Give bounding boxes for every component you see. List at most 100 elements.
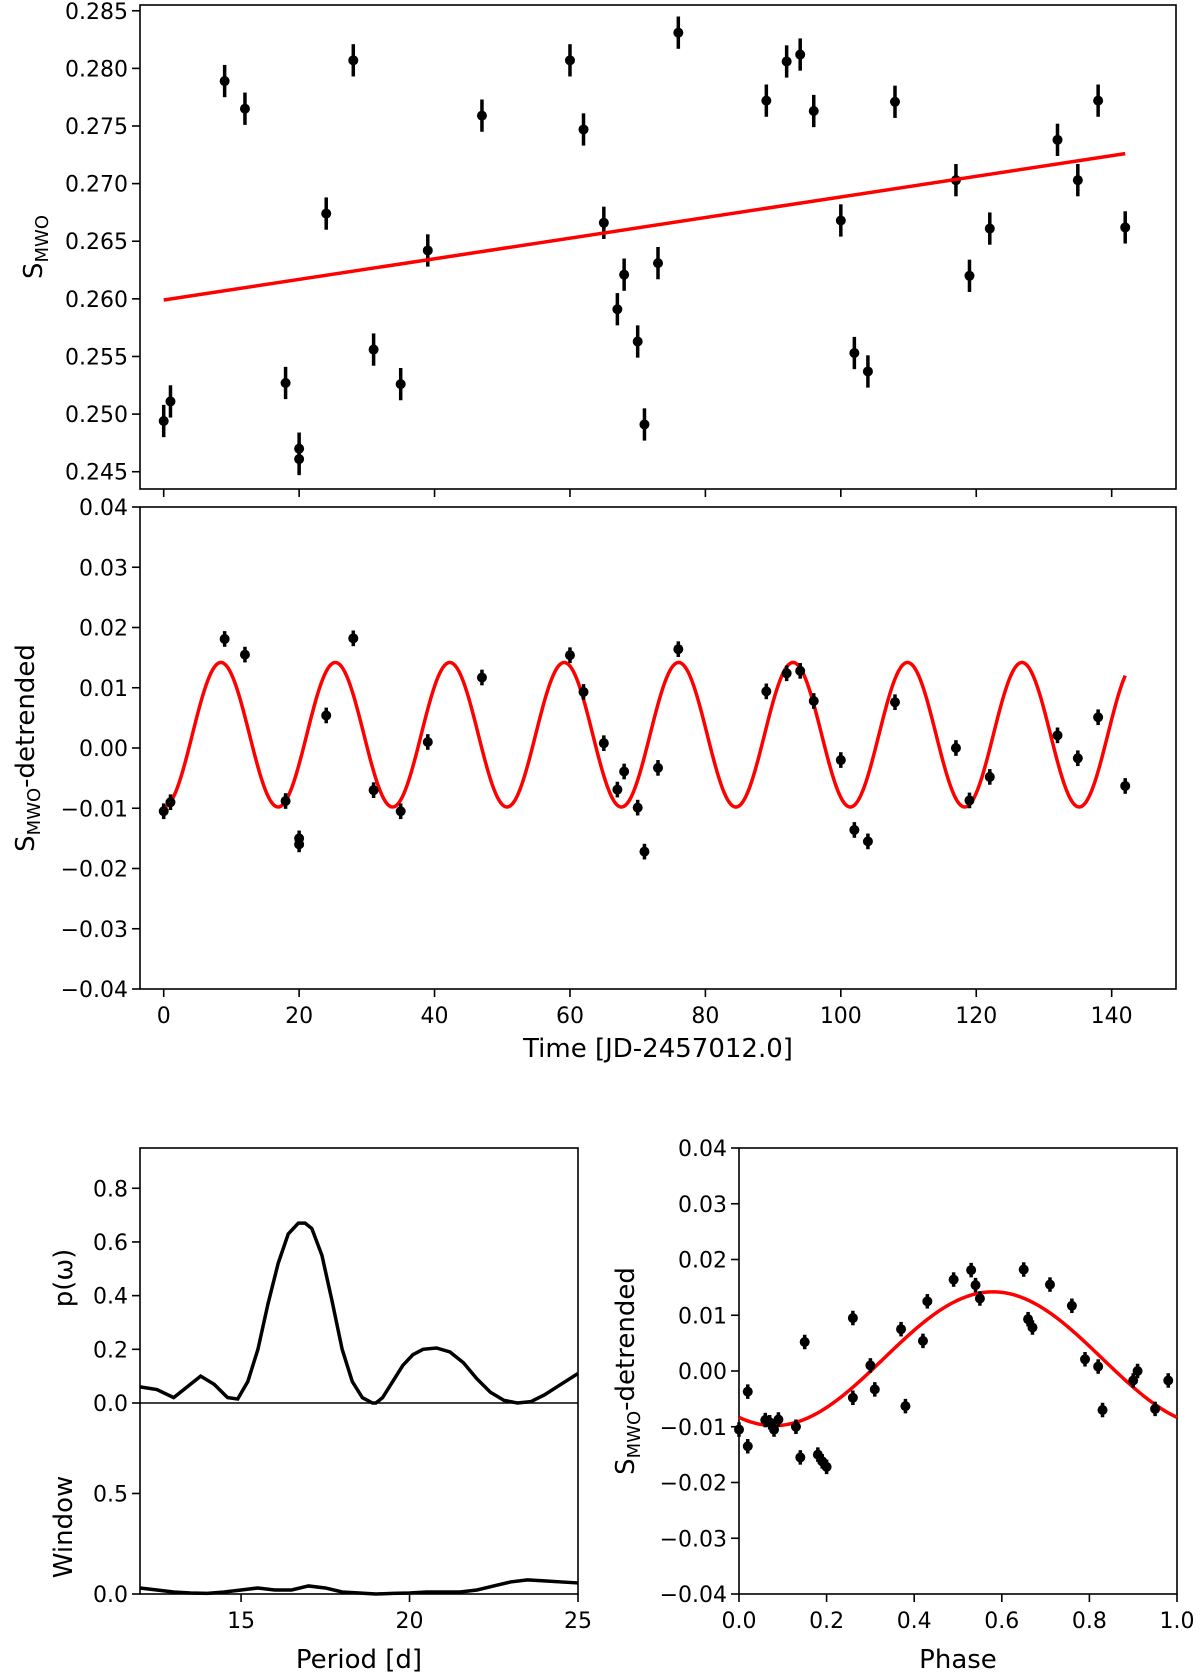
top-data-point — [612, 304, 623, 315]
phase-data-point — [1027, 1322, 1038, 1333]
top-data-point — [578, 124, 589, 135]
middle-data-point — [598, 738, 609, 749]
periodogram-ytick-label: 0.6 — [93, 1231, 128, 1256]
middle-xtick-label: 80 — [691, 1004, 719, 1029]
phase-ytick-label: −0.04 — [660, 1583, 727, 1608]
middle-ytick-label: 0.04 — [79, 496, 128, 521]
top-data-point — [653, 258, 663, 269]
middle-data-point — [639, 846, 650, 857]
top-ytick-label: 0.250 — [65, 403, 128, 428]
window-panel: 0.0 0.5 15 20 25 Window Period [d] — [49, 1476, 592, 1675]
phase-data-point — [742, 1386, 753, 1397]
phase-xtick-label: 0.0 — [722, 1609, 757, 1634]
phase-data-point — [1097, 1405, 1108, 1416]
phase-y-label: SMWO-detrended — [611, 1267, 645, 1475]
window-x-axis: 15 20 25 — [227, 1594, 592, 1634]
middle-data-point — [321, 710, 332, 721]
phase-y-axis: −0.04 −0.03 −0.02 −0.01 0.00 0.01 0.02 0.03 0.04 — [660, 1137, 739, 1608]
periodogram-plot-frame — [139, 1147, 579, 1595]
top-data-point — [964, 270, 975, 281]
phase-data-point — [795, 1452, 806, 1463]
phase-xtick-label: 0.6 — [984, 1609, 1019, 1634]
phase-xtick-label: 1.0 — [1160, 1609, 1195, 1634]
phase-data-point — [900, 1401, 911, 1412]
top-data-point — [280, 377, 291, 388]
phase-data-point — [869, 1384, 880, 1395]
periodogram-panel: 0.0 0.2 0.4 0.6 0.8 p(ω) — [49, 1147, 579, 1595]
phase-data-point — [1044, 1279, 1055, 1290]
top-data-point — [165, 396, 176, 407]
phase-ytick-label: 0.01 — [678, 1304, 727, 1329]
periodogram-y-label: p(ω) — [49, 1249, 79, 1308]
middle-y-label: SMWO-detrended — [11, 644, 45, 852]
middle-data-point — [808, 696, 819, 707]
periodogram-y-axis: 0.0 0.2 0.4 0.6 0.8 — [93, 1177, 140, 1417]
top-data-point — [619, 269, 630, 280]
phase-data-point — [821, 1461, 832, 1472]
phase-data-point — [966, 1265, 977, 1276]
window-y-label: Window — [49, 1476, 79, 1579]
top-data-point — [673, 27, 684, 38]
top-data-point — [219, 76, 230, 87]
middle-data-point — [619, 766, 630, 777]
phase-data-point — [922, 1296, 933, 1307]
top-data-point — [1052, 134, 1063, 145]
phase-data-point — [742, 1441, 753, 1452]
window-ytick-label: 0.5 — [93, 1482, 128, 1507]
middle-data-point — [984, 771, 995, 782]
top-data-point — [348, 55, 359, 66]
phase-data-point — [917, 1335, 928, 1346]
middle-data-point — [673, 644, 684, 655]
middle-data-point — [1093, 712, 1104, 723]
top-data-point — [849, 348, 860, 359]
middle-ytick-label: −0.03 — [61, 918, 128, 943]
middle-data-point — [1072, 753, 1083, 764]
window-ytick-label: 0.0 — [93, 1583, 128, 1608]
middle-data-point — [862, 836, 873, 847]
phase-data-point — [847, 1313, 858, 1324]
middle-ytick-label: 0.00 — [79, 737, 128, 762]
top-data-point — [321, 208, 332, 219]
phase-data-point — [847, 1392, 858, 1403]
middle-data-point — [653, 762, 663, 773]
phase-data-point — [1128, 1375, 1139, 1386]
top-data-point — [1093, 95, 1104, 106]
middle-plot-frame — [139, 506, 1177, 990]
phase-ytick-label: −0.01 — [660, 1416, 727, 1441]
phase-data-point — [1132, 1366, 1143, 1376]
phase-data-point — [764, 1417, 775, 1428]
middle-data-point — [165, 797, 176, 808]
phase-data-point — [1163, 1375, 1174, 1386]
phase-data-point — [1066, 1300, 1077, 1311]
top-ytick-label: 0.270 — [65, 173, 128, 198]
middle-data-point — [280, 796, 291, 807]
phase-sine-fit — [738, 1290, 1178, 1428]
top-data-point — [781, 56, 792, 67]
middle-data-point — [950, 743, 961, 753]
top-data-point — [889, 96, 900, 107]
middle-x-axis: 0 20 40 60 80 100 120 140 — [157, 989, 1133, 1029]
top-panel: 0.245 0.250 0.255 0.260 0.265 0.270 0.275 0.280… — [19, 0, 1177, 497]
middle-data-point — [422, 736, 433, 747]
middle-ytick-label: 0.03 — [79, 556, 128, 581]
top-data-point — [808, 106, 819, 117]
middle-data-point — [1052, 730, 1063, 741]
middle-data-point — [564, 650, 575, 661]
top-data-point — [632, 336, 643, 347]
periodogram-ytick-label: 0.8 — [93, 1177, 128, 1202]
middle-data-point — [294, 839, 305, 850]
middle-data-point — [395, 806, 406, 817]
middle-data-point — [761, 686, 772, 697]
middle-xtick-label: 60 — [556, 1004, 584, 1029]
phase-data-point — [1018, 1264, 1029, 1275]
middle-xtick-label: 100 — [820, 1004, 862, 1029]
middle-data-point — [835, 755, 846, 766]
phase-x-axis: 0.0 0.2 0.4 0.6 0.8 1.0 — [722, 1594, 1195, 1634]
phase-data-point — [790, 1421, 801, 1432]
middle-xtick-label: 120 — [955, 1004, 997, 1029]
top-y-axis: 0.245 0.250 0.255 0.260 0.265 0.270 0.275 0.280… — [65, 0, 140, 486]
top-plot-frame — [139, 4, 1177, 490]
middle-data-point — [348, 633, 359, 644]
phase-data-point — [1023, 1314, 1034, 1325]
top-data-point — [239, 103, 250, 114]
